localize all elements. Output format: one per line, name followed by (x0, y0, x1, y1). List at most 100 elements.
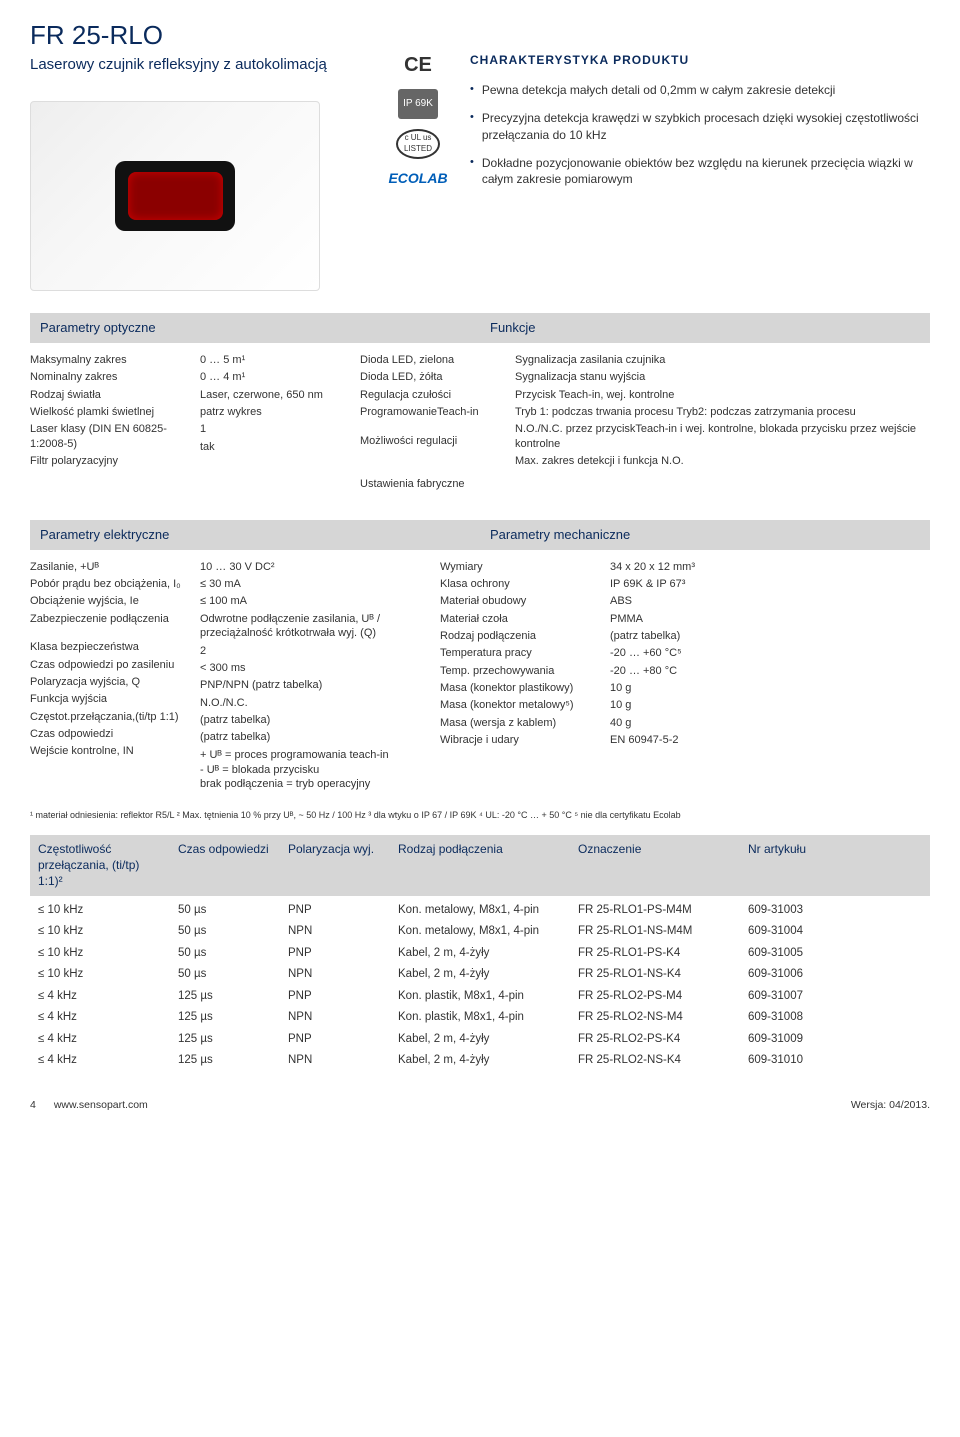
param-label: Polaryzacja wyjścia, Q (30, 675, 190, 690)
param-value: N.O./N.C. przez przyciskTeach-in i wej. … (515, 422, 920, 452)
table-cell: NPN (280, 1052, 390, 1071)
ecolab-logo: ECOLAB (388, 169, 447, 188)
table-cell: Kon. metalowy, M8x1, 4-pin (390, 923, 570, 942)
param-value: IP 69K & IP 67³ (610, 577, 920, 592)
table-cell: NPN (280, 923, 390, 942)
param-label: Zabezpieczenie podłączenia (30, 612, 190, 627)
table-cell: Kabel, 2 m, 4-żyły (390, 966, 570, 985)
table-header: Częstotliwość przełączania, (ti/tp) 1:1)… (30, 835, 170, 896)
param-label: Czas odpowiedzi po zasileniu (30, 658, 190, 673)
page: FR 25-RLO Laserowy czujnik refleksyjny z… (0, 0, 960, 1122)
table-cell: 125 µs (170, 1009, 280, 1028)
param-value: 10 g (610, 681, 920, 696)
photo-lens (115, 161, 235, 231)
ul-bottom: LISTED (404, 144, 432, 155)
table-cell: NPN (280, 1009, 390, 1028)
table-row: ≤ 10 kHz50 µsPNPKabel, 2 m, 4-żyłyFR 25-… (30, 943, 930, 965)
table-cell: ≤ 10 kHz (30, 966, 170, 985)
header-left: FR 25-RLO Laserowy czujnik refleksyjny z… (30, 18, 360, 291)
param-label: Zasilanie, +Uᴮ (30, 560, 190, 575)
table-cell: Kabel, 2 m, 4-żyły (390, 944, 570, 963)
param-value: Sygnalizacja stanu wyjścia (515, 370, 920, 385)
param-label: Wejście kontrolne, IN (30, 744, 190, 759)
param-label: Materiał czoła (440, 612, 600, 627)
mechanical-values-col: 34 x 20 x 12 mm³ IP 69K & IP 67³ ABS PMM… (610, 556, 930, 799)
bullet-text: Precyzyjna detekcja krawędzi w szybkich … (482, 110, 930, 142)
param-value: Laser, czerwone, 650 nm (200, 388, 350, 403)
param-label: Regulacja czułości (360, 388, 505, 403)
table-body: ≤ 10 kHz50 µsPNPKon. metalowy, M8x1, 4-p… (30, 900, 930, 1072)
table-cell: 609-31008 (740, 1009, 930, 1028)
bullet-text: Dokładne pozycjonowanie obiektów bez wzg… (482, 155, 930, 187)
optical-labels-col: Maksymalny zakres Nominalny zakres Rodza… (30, 349, 200, 498)
table-cell: FR 25-RLO1-PS-M4M (570, 901, 740, 920)
table-row: ≤ 4 kHz125 µsPNPKon. plastik, M8x1, 4-pi… (30, 986, 930, 1008)
table-cell: Kabel, 2 m, 4-żyły (390, 1030, 570, 1049)
param-label: Częstot.przełączania,(ti/tp 1:1) (30, 710, 190, 725)
table-header: Rodzaj podłączenia (390, 835, 570, 896)
table-row: ≤ 10 kHz50 µsNPNKabel, 2 m, 4-żyłyFR 25-… (30, 964, 930, 986)
table-cell: 609-31009 (740, 1030, 930, 1049)
param-value: Przycisk Teach-in, wej. kontrolne (515, 388, 920, 403)
param-value: ≤ 30 mA (200, 577, 430, 592)
table-header-row: Częstotliwość przełączania, (ti/tp) 1:1)… (30, 835, 930, 896)
table-cell: FR 25-RLO1-NS-M4M (570, 923, 740, 942)
table-cell: Kon. plastik, M8x1, 4-pin (390, 987, 570, 1006)
param-value: (patrz tabelka) (200, 713, 430, 728)
param-label: Klasa ochrony (440, 577, 600, 592)
param-label: Dioda LED, żółta (360, 370, 505, 385)
optical-values-col: 0 … 5 m¹ 0 … 4 m¹ Laser, czerwone, 650 n… (200, 349, 360, 498)
footnotes: ¹ materiał odniesienia: reflektor R5/L ²… (30, 809, 930, 821)
section-title-functions: Funkcje (480, 313, 930, 343)
param-label: Masa (wersja z kablem) (440, 716, 600, 731)
bullet-text: Pewna detekcja małych detali od 0,2mm w … (482, 82, 835, 98)
bullet-list: • Pewna detekcja małych detali od 0,2mm w… (470, 82, 930, 187)
param-label: ProgramowanieTeach-in (360, 405, 505, 420)
param-value: 0 … 5 m¹ (200, 353, 350, 368)
table-row: ≤ 4 kHz125 µsNPNKabel, 2 m, 4-żyłyFR 25-… (30, 1050, 930, 1072)
product-title: FR 25-RLO (30, 18, 360, 53)
param-value: Max. zakres detekcji i funkcja N.O. (515, 454, 920, 469)
mechanical-labels-col: Wymiary Klasa ochrony Materiał obudowy M… (440, 556, 610, 799)
section-title-electrical: Parametry elektryczne (30, 520, 480, 550)
param-value: (patrz tabelka) (610, 629, 920, 644)
bullet-dot-icon: • (470, 110, 474, 142)
param-value: N.O./N.C. (200, 696, 430, 711)
table-cell: PNP (280, 901, 390, 920)
bullet-dot-icon: • (470, 82, 474, 98)
param-label: Pobór prądu bez obciążenia, I₀ (30, 577, 190, 592)
param-value: PNP/NPN (patrz tabelka) (200, 678, 430, 693)
bullet-item: •Precyzyjna detekcja krawędzi w szybkich… (470, 110, 930, 142)
param-label: Masa (konektor plastikowy) (440, 681, 600, 696)
characteristics-column: CHARAKTERYSTYKA PRODUKTU •Pewna detekcja… (470, 18, 930, 291)
table-row: ≤ 4 kHz125 µsNPNKon. plastik, M8x1, 4-pi… (30, 1007, 930, 1029)
photo-lens-inner (128, 172, 223, 220)
param-label: Rodzaj podłączenia (440, 629, 600, 644)
param-value: -20 … +80 °C (610, 664, 920, 679)
table-cell: NPN (280, 966, 390, 985)
footer-url: www.sensopart.com (54, 1098, 148, 1112)
param-value: 0 … 4 m¹ (200, 370, 350, 385)
table-cell: PNP (280, 944, 390, 963)
param-value: Odwrotne podłączenie zasilania, Uᴮ / prz… (200, 612, 430, 642)
certification-column: CE IP 69K c UL us LISTED ECOLAB (384, 18, 452, 291)
param-value: tak (200, 440, 350, 455)
table-cell: ≤ 4 kHz (30, 987, 170, 1006)
param-value: + Uᴮ = proces programowania teach-in - U… (200, 748, 430, 793)
table-header: Czas odpowiedzi (170, 835, 280, 896)
table-cell: ≤ 4 kHz (30, 1009, 170, 1028)
table-cell: ≤ 4 kHz (30, 1052, 170, 1071)
param-label: Czas odpowiedzi (30, 727, 190, 742)
param-label: Wielkość plamki świetlnej (30, 405, 190, 420)
param-value: < 300 ms (200, 661, 430, 676)
footer: 4 www.sensopart.com Wersja: 04/2013. (30, 1098, 930, 1112)
electrical-labels-col: Zasilanie, +Uᴮ Pobór prądu bez obciążeni… (30, 556, 200, 799)
product-photo (30, 101, 320, 291)
param-label: Rodzaj światła (30, 388, 190, 403)
param-label: Wymiary (440, 560, 600, 575)
table-cell: ≤ 10 kHz (30, 923, 170, 942)
table-cell: 50 µs (170, 944, 280, 963)
table-cell: ≤ 10 kHz (30, 944, 170, 963)
electrical-values-col: 10 … 30 V DC² ≤ 30 mA ≤ 100 mA Odwrotne … (200, 556, 440, 799)
table-cell: 609-31005 (740, 944, 930, 963)
